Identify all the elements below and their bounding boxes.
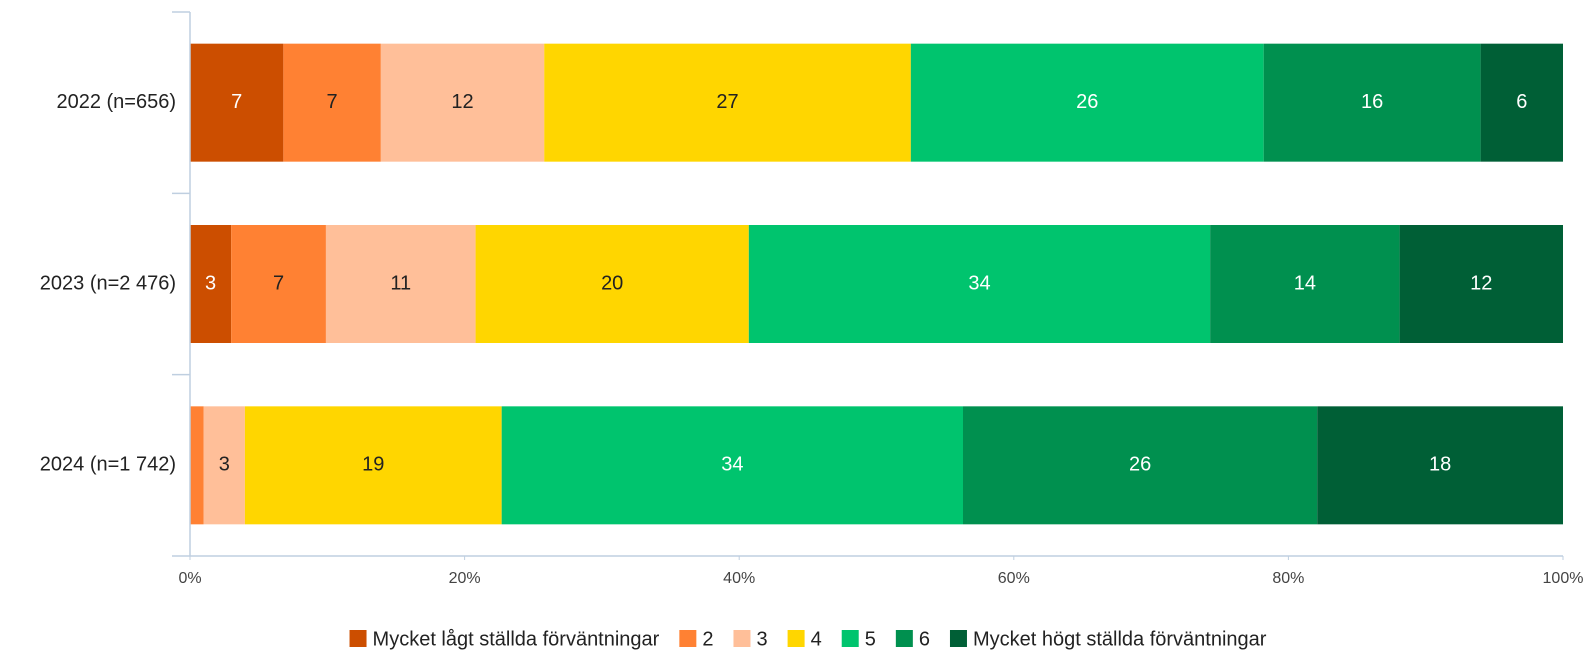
bar-segment	[1263, 43, 1481, 162]
legend-label: 4	[811, 628, 822, 650]
data-label: 12	[1470, 272, 1492, 294]
data-label: 20	[601, 272, 623, 294]
bar-segment	[748, 225, 1211, 343]
x-tick-label: 60%	[998, 570, 1030, 587]
legend-swatch	[679, 630, 697, 647]
bar-segment	[203, 406, 245, 525]
data-label: 3	[205, 272, 216, 294]
bar-segment	[244, 406, 502, 525]
data-label: 3	[219, 454, 230, 476]
bar-segment	[231, 225, 326, 343]
bar-segment	[910, 43, 1264, 162]
legend-label: Mycket högt ställda förväntningar	[973, 628, 1267, 650]
x-tick-label: 80%	[1272, 570, 1304, 587]
legend-swatch	[733, 630, 751, 647]
data-label: 26	[1129, 454, 1151, 476]
data-label: 14	[1294, 272, 1316, 294]
data-label: 11	[390, 272, 411, 294]
legend-swatch	[841, 630, 859, 647]
bar-segment	[962, 406, 1318, 525]
data-label: 26	[1076, 91, 1098, 113]
legend-label: 5	[865, 628, 876, 650]
bar-segment	[475, 225, 749, 343]
bar-segment	[190, 43, 284, 162]
data-label: 7	[231, 91, 242, 113]
bar-segment	[380, 43, 545, 162]
y-tick-label: 2023 (n=2 476)	[40, 272, 176, 294]
y-tick-label: 2024 (n=1 742)	[40, 454, 176, 476]
data-label: 27	[716, 91, 738, 113]
legend-label: Mycket lågt ställda förväntningar	[373, 628, 660, 650]
bar-segment	[325, 225, 476, 343]
bar-segment	[1317, 406, 1563, 525]
x-tick-label: 20%	[449, 570, 481, 587]
data-label: 34	[968, 272, 990, 294]
data-label: 7	[327, 91, 338, 113]
bar-segment	[1480, 43, 1563, 162]
y-tick-label: 2022 (n=656)	[56, 91, 176, 113]
legend-label: 6	[919, 628, 930, 650]
legend-label: 3	[756, 628, 767, 650]
legend-swatch	[895, 630, 913, 647]
data-label: 6	[1516, 91, 1527, 113]
bar-segment	[1210, 225, 1400, 343]
bar-segment	[501, 406, 963, 525]
bar-segment	[190, 225, 232, 343]
legend-label: 2	[702, 628, 713, 650]
x-tick-label: 40%	[723, 570, 755, 587]
bar-segment	[544, 43, 911, 162]
data-label: 7	[273, 272, 284, 294]
bar-segment	[283, 43, 381, 162]
legend-swatch	[349, 630, 367, 647]
data-label: 19	[362, 454, 384, 476]
data-label: 18	[1429, 454, 1451, 476]
data-label: 16	[1361, 91, 1383, 113]
x-tick-label: 0%	[178, 570, 201, 587]
data-label: 12	[451, 91, 473, 113]
legend-swatch	[787, 630, 805, 647]
bar-segment	[190, 406, 204, 525]
legend-swatch	[949, 630, 967, 647]
bar-segment	[1399, 225, 1563, 343]
data-label: 34	[721, 454, 743, 476]
x-tick-label: 100%	[1543, 570, 1584, 587]
